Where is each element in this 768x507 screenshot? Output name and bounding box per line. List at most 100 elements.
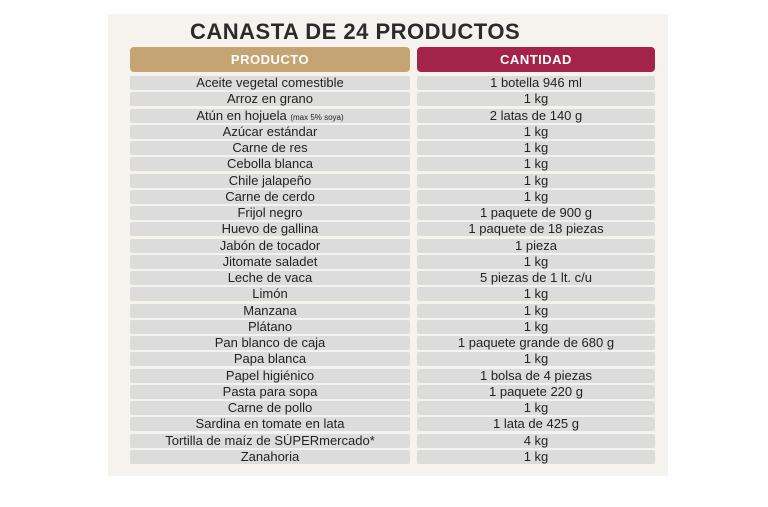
quantity-cell: 1 kg xyxy=(417,189,655,204)
table-row: Carne de res 1 kg xyxy=(130,140,655,156)
table-row: Zanahoria 1 kg xyxy=(130,449,655,465)
product-name: Jitomate saladet xyxy=(222,254,318,269)
table-row: Limón 1 kg xyxy=(130,286,655,302)
product-name: Pasta para sopa xyxy=(222,384,318,399)
table-row: Cebolla blanca 1 kg xyxy=(130,156,655,172)
product-name: Aceite vegetal comestible xyxy=(196,76,344,90)
quantity-cell: 5 piezas de 1 lt. c/u xyxy=(417,271,655,285)
products-table: Aceite vegetal comestible 1 botella 946 m… xyxy=(130,75,655,465)
product-name: Carne de pollo xyxy=(227,401,313,415)
quantity-cell: 1 paquete de 900 g xyxy=(417,206,655,220)
quantity-cell: 1 kg xyxy=(417,173,655,188)
quantity-cell: 1 paquete 220 g xyxy=(417,384,655,399)
quantity-cell: 1 kg xyxy=(417,303,655,318)
product-cell: Manzana xyxy=(130,303,410,318)
product-cell: Carne de pollo xyxy=(130,401,410,415)
product-cell: Leche de vaca xyxy=(130,271,410,285)
quantity-cell: 1 kg xyxy=(417,319,655,334)
product-cell: Chile jalapeño xyxy=(130,173,410,188)
table-row: Papa blanca 1 kg xyxy=(130,351,655,367)
product-cell: Zanahoria xyxy=(130,449,410,464)
quantity-cell: 1 kg xyxy=(417,254,655,269)
quantity-cell: 4 kg xyxy=(417,433,655,448)
quantity-cell: 1 kg xyxy=(417,287,655,302)
product-name: Leche de vaca xyxy=(227,271,313,285)
product-cell: Plátano xyxy=(130,319,410,334)
header-producto: PRODUCTO xyxy=(130,47,410,72)
quantity-cell: 1 kg xyxy=(417,141,655,155)
product-cell: Carne de cerdo xyxy=(130,189,410,204)
table-row: Manzana 1 kg xyxy=(130,303,655,319)
product-name: Jabón de tocador xyxy=(219,238,321,253)
quantity-cell: 2 latas de 140 g xyxy=(417,108,655,123)
table-row: Tortilla de maíz de SÚPERmercado* 4 kg xyxy=(130,433,655,449)
product-name: Huevo de gallina xyxy=(221,222,319,237)
product-name: Manzana xyxy=(243,303,297,318)
product-name: Chile jalapeño xyxy=(228,173,312,188)
product-name: Pan blanco de caja xyxy=(214,336,326,350)
quantity-cell: 1 kg xyxy=(417,352,655,367)
table-row: Plátano 1 kg xyxy=(130,319,655,335)
table-row: Jitomate saladet 1 kg xyxy=(130,254,655,270)
quantity-cell: 1 kg xyxy=(417,124,655,139)
quantity-cell: 1 kg xyxy=(417,92,655,107)
quantity-cell: 1 kg xyxy=(417,401,655,415)
product-cell: Jitomate saladet xyxy=(130,254,410,269)
table-row: Arroz en grano 1 kg xyxy=(130,91,655,107)
product-name: Plátano xyxy=(247,319,293,334)
page-title: CANASTA DE 24 PRODUCTOS xyxy=(190,19,521,44)
table-row: Azúcar estándar 1 kg xyxy=(130,124,655,140)
product-cell: Pan blanco de caja xyxy=(130,336,410,350)
product-name: Arroz en grano xyxy=(227,92,313,107)
product-cell: Azúcar estándar xyxy=(130,124,410,139)
table-row: Pan blanco de caja 1 paquete grande de 68… xyxy=(130,335,655,351)
table-row: Carne de cerdo 1 kg xyxy=(130,189,655,205)
table-row: Jabón de tocador 1 pieza xyxy=(130,238,655,254)
quantity-cell: 1 pieza xyxy=(417,238,655,253)
table-row: Atún en hojuela (max 5% soya) 2 latas de … xyxy=(130,108,655,124)
product-cell: Atún en hojuela (max 5% soya) xyxy=(130,108,410,123)
product-cell: Sardina en tomate en lata xyxy=(130,417,410,432)
quantity-cell: 1 botella 946 ml xyxy=(417,76,655,90)
product-cell: Frijol negro xyxy=(130,206,410,220)
table-row: Chile jalapeño 1 kg xyxy=(130,173,655,189)
product-cell: Cebolla blanca xyxy=(130,157,410,172)
table-row: Huevo de gallina 1 paquete de 18 piezas xyxy=(130,221,655,237)
quantity-cell: 1 bolsa de 4 piezas xyxy=(417,368,655,383)
product-name: Carne de res xyxy=(232,141,308,155)
product-name: Zanahoria xyxy=(240,449,300,464)
product-name: Carne de cerdo xyxy=(225,189,315,204)
quantity-cell: 1 kg xyxy=(417,449,655,464)
product-note: (max 5% soya) xyxy=(290,112,344,122)
product-cell: Huevo de gallina xyxy=(130,222,410,237)
product-cell: Papel higiénico xyxy=(130,368,410,383)
product-name: Sardina en tomate en lata xyxy=(195,417,345,432)
product-name: Tortilla de maíz de SÚPERmercado* xyxy=(165,433,375,448)
product-cell: Carne de res xyxy=(130,141,410,155)
quantity-cell: 1 paquete grande de 680 g xyxy=(417,336,655,350)
product-cell: Arroz en grano xyxy=(130,92,410,107)
quantity-cell: 1 lata de 425 g xyxy=(417,417,655,432)
product-cell: Limón xyxy=(130,287,410,302)
product-name: Atún en hojuela xyxy=(196,108,287,123)
table-row: Frijol negro 1 paquete de 900 g xyxy=(130,205,655,221)
header-cantidad: CANTIDAD xyxy=(417,47,655,72)
product-cell: Jabón de tocador xyxy=(130,238,410,253)
table-row: Carne de pollo 1 kg xyxy=(130,400,655,416)
product-name: Papa blanca xyxy=(233,352,307,367)
table-row: Sardina en tomate en lata 1 lata de 425 g xyxy=(130,416,655,432)
product-name: Azúcar estándar xyxy=(222,124,318,139)
table-row: Pasta para sopa 1 paquete 220 g xyxy=(130,384,655,400)
table-row: Leche de vaca 5 piezas de 1 lt. c/u xyxy=(130,270,655,286)
product-cell: Aceite vegetal comestible xyxy=(130,76,410,90)
table-row: Papel higiénico 1 bolsa de 4 piezas xyxy=(130,368,655,384)
table-row: Aceite vegetal comestible 1 botella 946 m… xyxy=(130,75,655,91)
product-cell: Tortilla de maíz de SÚPERmercado* xyxy=(130,433,410,448)
product-name: Limón xyxy=(252,287,288,302)
product-cell: Papa blanca xyxy=(130,352,410,367)
product-cell: Pasta para sopa xyxy=(130,384,410,399)
quantity-cell: 1 kg xyxy=(417,157,655,172)
product-name: Papel higiénico xyxy=(225,368,315,383)
product-name: Cebolla blanca xyxy=(226,157,313,172)
quantity-cell: 1 paquete de 18 piezas xyxy=(417,222,655,237)
